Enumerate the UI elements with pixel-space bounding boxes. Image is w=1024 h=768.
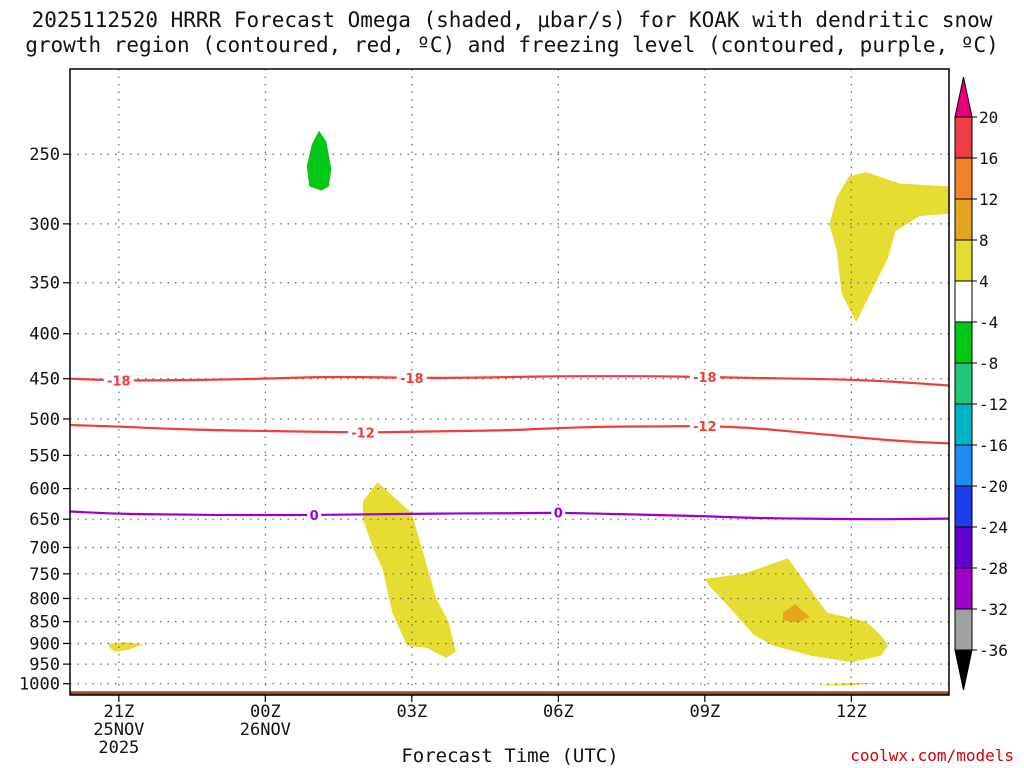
ground-layer: [70, 691, 949, 695]
y-tick-label: 1000: [19, 675, 60, 695]
colorbar-tick-label: 4: [979, 272, 989, 291]
chart-title-line-2: growth region (contoured, red, ºC) and f…: [25, 33, 999, 57]
y-tick-label: 700: [29, 538, 60, 558]
contour-freezing-level: [70, 510, 949, 521]
contour-label-bg: [103, 373, 134, 388]
colorbar-segment: [954, 444, 973, 487]
colorbar-segment: [954, 116, 973, 159]
omega-region-low-lift-0830z-core: [783, 604, 810, 623]
contour-label-bg: [396, 370, 427, 385]
colorbar-tick-label: -32: [979, 600, 1008, 619]
y-tick-label: 900: [29, 634, 60, 654]
y-tick-label: 350: [29, 274, 60, 294]
omega-region-near-surface-21z: [109, 642, 144, 652]
x-tick-label: 12Z: [836, 702, 867, 722]
colorbar-segment: [954, 157, 973, 200]
colorbar-tick-label: -28: [979, 559, 1008, 578]
y-tick-label: 550: [29, 446, 60, 466]
colorbar: 20 16 12 8 4 -4 -8 -12 -16 -20 -24 -28 -32 -36: [954, 76, 1008, 691]
colorbar-tick-label: 8: [979, 231, 989, 250]
contour-label-freezing-level: 0: [310, 509, 319, 524]
colorbar-tick-label: -8: [979, 354, 998, 373]
colorbar-segment: [954, 239, 973, 282]
contour-layer: -18 -18 -18 -12 -12 0 0: [70, 370, 949, 524]
contour-label-bg: [551, 505, 566, 520]
colorbar-tick-label: 16: [979, 149, 998, 168]
y-tick-label: 800: [29, 589, 60, 609]
x-tick-label: 21Z: [103, 702, 134, 722]
colorbar-tick-label: -24: [979, 518, 1008, 537]
y-tick-label: 400: [29, 325, 60, 345]
y-tick-label: 750: [29, 565, 60, 585]
contour-label-freezing-level: 0: [554, 507, 563, 522]
colorbar-segment: [954, 321, 973, 364]
colorbar-tick-label: 20: [979, 108, 998, 127]
x-tick-label: 03Z: [396, 702, 427, 722]
contour-label-bg: [348, 425, 378, 440]
contour-label-bg: [689, 370, 720, 385]
colorbar-segment: [954, 280, 973, 323]
x-tick-label: 26NOV: [240, 720, 291, 740]
colorbar-tick-label: -36: [979, 641, 1008, 660]
chart-title-line-1: 2025112520 HRRR Forecast Omega (shaded, …: [31, 8, 993, 32]
colorbar-segment: [954, 485, 973, 528]
y-axis: 2503003504004505005506006507007508008509…: [19, 145, 70, 695]
omega-region-upper-lift-12z: [829, 172, 949, 323]
colorbar-tick-label: -16: [979, 436, 1008, 455]
omega-region-low-lift-0230z: [363, 482, 456, 658]
contour-dendritic-top: [70, 375, 949, 387]
plot-frame: [69, 68, 950, 696]
colorbar-tick-label: -12: [979, 395, 1008, 414]
y-tick-label: 850: [29, 613, 60, 633]
y-tick-label: 950: [29, 655, 60, 675]
y-tick-label: 650: [29, 510, 60, 530]
colorbar-tick-label: 12: [979, 190, 998, 209]
contour-dendritic-bottom: [70, 423, 949, 445]
omega-shading-layer: [109, 130, 949, 686]
ground-surface: [70, 691, 949, 695]
x-axis-label: Forecast Time (UTC): [401, 745, 619, 767]
x-tick-label: 06Z: [543, 702, 574, 722]
colorbar-segment: [954, 403, 973, 446]
y-tick-label: 300: [29, 215, 60, 235]
source-credit: coolwx.com/models: [850, 746, 1014, 765]
x-tick-label: 09Z: [689, 702, 720, 722]
colorbar-over-triangle: [954, 76, 973, 118]
omega-region-near-surface-12z: [817, 682, 876, 686]
contour-label-dendritic-bottom: -12: [693, 420, 717, 435]
y-tick-label: 250: [29, 145, 60, 165]
colorbar-under-triangle: [954, 649, 973, 691]
omega-region-upper-ascent-0430z: [306, 130, 332, 191]
contour-label-dendritic-bottom: -12: [351, 426, 375, 441]
contour-label-bg: [307, 508, 322, 523]
colorbar-segment: [954, 362, 973, 405]
y-tick-label: 450: [29, 370, 60, 390]
colorbar-tick-label: -20: [979, 477, 1008, 496]
x-tick-label: 00Z: [250, 702, 281, 722]
colorbar-segment: [954, 526, 973, 569]
x-tick-label: 2025: [98, 738, 139, 758]
colorbar-segment: [954, 608, 973, 651]
contour-label-dendritic-top: -18: [400, 372, 424, 387]
x-tick-label: 25NOV: [93, 720, 144, 740]
colorbar-segment: [954, 567, 973, 610]
contour-label-dendritic-top: -18: [107, 374, 131, 389]
y-tick-label: 500: [29, 410, 60, 430]
colorbar-tick-label: -4: [979, 313, 998, 332]
colorbar-segment: [954, 198, 973, 241]
contour-label-bg: [689, 418, 720, 433]
y-tick-label: 600: [29, 480, 60, 500]
contour-label-dendritic-top: -18: [693, 371, 717, 386]
